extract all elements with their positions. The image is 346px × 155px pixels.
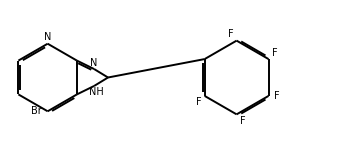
Text: F: F (274, 91, 279, 101)
Text: F: F (196, 97, 201, 107)
Text: Br: Br (31, 106, 42, 116)
Text: N: N (44, 32, 51, 42)
Text: NH: NH (89, 87, 104, 97)
Text: F: F (240, 116, 246, 126)
Text: F: F (272, 48, 277, 58)
Text: F: F (228, 29, 233, 39)
Text: N: N (90, 58, 98, 68)
